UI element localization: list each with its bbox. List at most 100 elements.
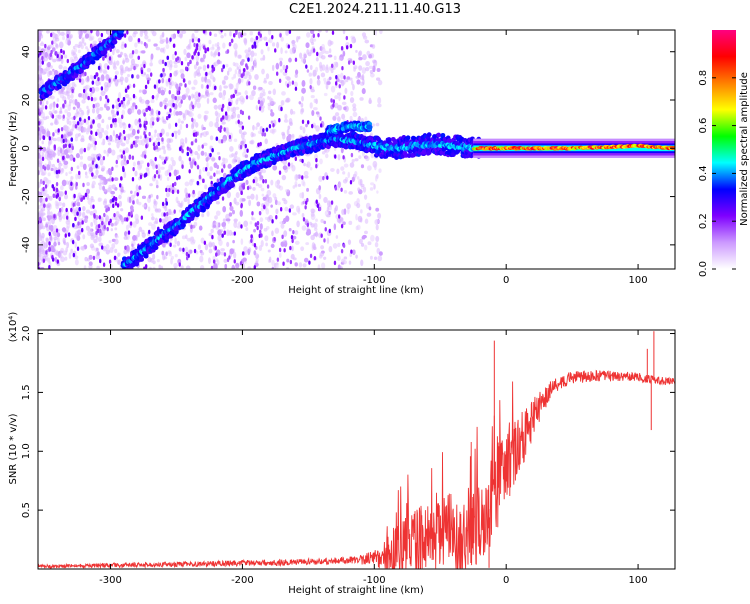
spectrogram-speckle (171, 93, 175, 100)
spectrogram-speckle (220, 107, 224, 112)
spectrogram-speckle (99, 106, 104, 111)
spectrogram-speckle (220, 117, 223, 122)
spectrogram-speckle (368, 206, 372, 211)
spectrogram-speckle (338, 94, 341, 102)
spectrogram-speckle (250, 50, 255, 58)
spectrogram-speckle (146, 67, 152, 73)
spectrogram-speckle (231, 264, 236, 269)
spectrogram-speckle (254, 74, 259, 80)
spectrogram-speckle (306, 120, 310, 125)
spectrogram-speckle (63, 124, 68, 130)
spectrogram-speckle (72, 99, 76, 105)
spectrogram-speckle (106, 30, 111, 35)
spectrogram-striation (74, 216, 77, 222)
spectrogram-speckle (122, 69, 126, 74)
spectrogram-striation (159, 132, 163, 138)
spectrogram-speckle (378, 251, 383, 256)
spectrogram-speckle (249, 221, 253, 225)
spectrogram-speckle (225, 127, 230, 134)
spectrogram-striation (153, 146, 156, 151)
spectrogram-speckle (115, 133, 119, 139)
spectrogram-speckle (60, 168, 64, 172)
spectrogram-speckle (375, 218, 380, 224)
spectrogram-speckle (70, 181, 73, 187)
spectrogram-speckle (188, 169, 191, 174)
spectrogram-speckle (370, 182, 375, 186)
spectrogram-speckle (211, 157, 216, 161)
spectrogram-speckle (370, 72, 375, 78)
spectrogram-speckle (177, 129, 181, 136)
spectrogram-speckle (42, 116, 48, 121)
spectrogram-striation (263, 132, 267, 137)
spectrogram-speckle (57, 128, 60, 133)
spectrogram-speckle (87, 198, 93, 205)
spectrogram-speckle (197, 51, 200, 57)
spectrogram-speckle (245, 227, 249, 231)
spectrogram-speckle (299, 52, 303, 59)
spectrogram-speckle (330, 200, 334, 205)
spectrogram-speckle (333, 55, 337, 61)
spectrogram-speckle (38, 84, 41, 89)
spectrogram-speckle (114, 196, 118, 202)
spectrogram-speckle (220, 30, 223, 33)
spectrogram-speckle (65, 172, 68, 177)
spectrogram-speckle (234, 106, 240, 110)
spectrogram-speckle (283, 248, 286, 253)
spectrogram-striation (78, 117, 82, 122)
spectrogram-speckle (182, 142, 185, 148)
spectrogram-speckle (175, 111, 180, 116)
spectrogram-speckle (60, 86, 66, 91)
spectrogram-speckle (73, 193, 76, 199)
spectrogram-speckle (56, 98, 60, 103)
spectrogram-speckle (55, 228, 59, 233)
spectrogram-speckle (132, 102, 136, 107)
spectrogram-speckle (310, 208, 315, 214)
spectrogram-ridge-halo (213, 182, 219, 188)
spectrogram-speckle (209, 166, 213, 172)
spectrogram-speckle (264, 138, 268, 145)
spectrogram-striation (222, 64, 225, 69)
spectrogram-speckle (358, 56, 363, 61)
spectrogram-speckle (361, 88, 366, 95)
spectrogram-speckle (340, 46, 344, 51)
spectrogram-striation (162, 67, 165, 73)
spectrogram-speckle (97, 126, 103, 134)
spectrogram-striation (43, 203, 46, 208)
spectrogram-speckle (237, 119, 240, 124)
spectrogram-striation (87, 95, 90, 101)
spectrogram-speckle (364, 218, 369, 224)
spectrogram-speckle (355, 254, 358, 259)
spectrogram-speckle (162, 99, 167, 105)
spectrogram-speckle (140, 215, 144, 220)
spectrogram-striation (95, 163, 98, 169)
spectrogram-speckle (297, 36, 301, 40)
spectrogram-striation (120, 100, 124, 105)
spectrogram-speckle (125, 244, 130, 252)
spectrogram-speckle (118, 194, 122, 200)
spectrogram-speckle (303, 162, 306, 167)
spectrogram-speckle (75, 173, 79, 180)
spectrogram-striation (178, 175, 181, 180)
spectrogram-speckle (127, 67, 131, 73)
spectrogram-speckle (223, 85, 228, 89)
spectrogram-ridge-halo (134, 261, 140, 267)
spectrogram-speckle (186, 237, 192, 242)
spectrogram-speckle (127, 108, 132, 115)
spectrogram-speckle (38, 224, 41, 229)
spectrogram-speckle (41, 140, 44, 145)
spectrogram-speckle (272, 165, 278, 171)
spectrogram-speckle (55, 181, 59, 187)
spectrogram-speckle (292, 229, 295, 235)
spectrogram-speckle (41, 151, 45, 157)
spectrogram-speckle (83, 147, 87, 153)
spectrogram-speckle (84, 71, 87, 77)
spectrogram-speckle (52, 58, 57, 63)
spectrogram-speckle (248, 247, 252, 253)
spectrogram-speckle (228, 134, 232, 140)
spectrogram-speckle (316, 79, 321, 86)
spectrogram-speckle (129, 109, 135, 114)
spectrogram-speckle (48, 265, 51, 269)
spectrogram-striation (76, 121, 80, 126)
spectrogram-speckle (110, 228, 114, 232)
spectrogram-speckle (259, 125, 263, 132)
